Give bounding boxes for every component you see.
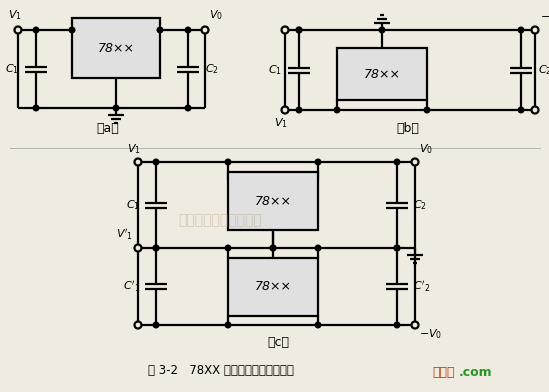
Text: $C_1$: $C_1$ xyxy=(268,63,282,77)
Text: $V_1$: $V_1$ xyxy=(127,142,141,156)
Circle shape xyxy=(282,27,289,33)
Text: $V'_1$: $V'_1$ xyxy=(116,227,133,242)
Text: $C'_2$: $C'_2$ xyxy=(413,279,430,294)
Bar xyxy=(228,172,318,230)
Text: $V_1$: $V_1$ xyxy=(8,8,22,22)
Circle shape xyxy=(394,159,400,165)
Text: $C_2$: $C_2$ xyxy=(413,198,427,212)
Text: $-V_0$: $-V_0$ xyxy=(540,10,549,24)
Circle shape xyxy=(315,322,321,328)
Circle shape xyxy=(394,322,400,328)
Circle shape xyxy=(296,27,302,33)
Circle shape xyxy=(33,27,39,33)
Circle shape xyxy=(412,321,418,328)
Circle shape xyxy=(282,107,289,114)
Circle shape xyxy=(225,159,231,165)
Circle shape xyxy=(424,107,430,113)
Circle shape xyxy=(33,105,39,111)
Circle shape xyxy=(113,105,119,111)
Circle shape xyxy=(270,245,276,251)
Text: $C_1$: $C_1$ xyxy=(5,62,19,76)
Circle shape xyxy=(69,27,75,33)
Text: 78××: 78×× xyxy=(255,194,292,207)
Text: 78××: 78×× xyxy=(255,281,292,294)
Circle shape xyxy=(153,245,159,251)
Text: （c）: （c） xyxy=(267,336,289,348)
Circle shape xyxy=(394,245,400,251)
Bar xyxy=(337,48,427,100)
Circle shape xyxy=(531,27,539,33)
Circle shape xyxy=(394,245,400,251)
Text: （b）: （b） xyxy=(396,122,419,134)
Circle shape xyxy=(153,322,159,328)
Circle shape xyxy=(518,27,524,33)
Circle shape xyxy=(315,159,321,165)
Text: $V_1$: $V_1$ xyxy=(274,116,288,130)
Circle shape xyxy=(185,105,191,111)
Bar xyxy=(72,18,160,78)
Text: （a）: （a） xyxy=(97,122,119,134)
Circle shape xyxy=(412,158,418,165)
Circle shape xyxy=(135,158,142,165)
Text: $C_2$: $C_2$ xyxy=(205,62,219,76)
Text: $-V_0$: $-V_0$ xyxy=(419,327,442,341)
Circle shape xyxy=(157,27,163,33)
Circle shape xyxy=(135,321,142,328)
Text: 78××: 78×× xyxy=(98,42,135,54)
Circle shape xyxy=(531,107,539,114)
Circle shape xyxy=(225,245,231,251)
Circle shape xyxy=(518,107,524,113)
Text: 78××: 78×× xyxy=(363,67,401,80)
Circle shape xyxy=(296,27,302,33)
Circle shape xyxy=(315,245,321,251)
Text: 图 3-2   78XX 系列稳压器的基本接法: 图 3-2 78XX 系列稳压器的基本接法 xyxy=(148,363,294,376)
Text: 杭州络奎科技有限公司: 杭州络奎科技有限公司 xyxy=(178,213,262,227)
Circle shape xyxy=(153,159,159,165)
Text: $V_0$: $V_0$ xyxy=(209,8,223,22)
Circle shape xyxy=(14,27,21,33)
Text: $C'_1$: $C'_1$ xyxy=(122,279,140,294)
Text: $V_0$: $V_0$ xyxy=(419,142,433,156)
Circle shape xyxy=(296,107,302,113)
Text: $C_1$: $C_1$ xyxy=(126,198,140,212)
Circle shape xyxy=(334,107,340,113)
Circle shape xyxy=(135,245,142,252)
Circle shape xyxy=(379,27,385,33)
Text: $C_2$: $C_2$ xyxy=(538,63,549,77)
Circle shape xyxy=(270,245,276,251)
Circle shape xyxy=(185,27,191,33)
Circle shape xyxy=(201,27,209,33)
Text: .com: .com xyxy=(459,367,492,379)
Bar xyxy=(228,258,318,316)
Text: 接线图: 接线图 xyxy=(432,367,455,379)
Circle shape xyxy=(153,245,159,251)
Circle shape xyxy=(225,322,231,328)
